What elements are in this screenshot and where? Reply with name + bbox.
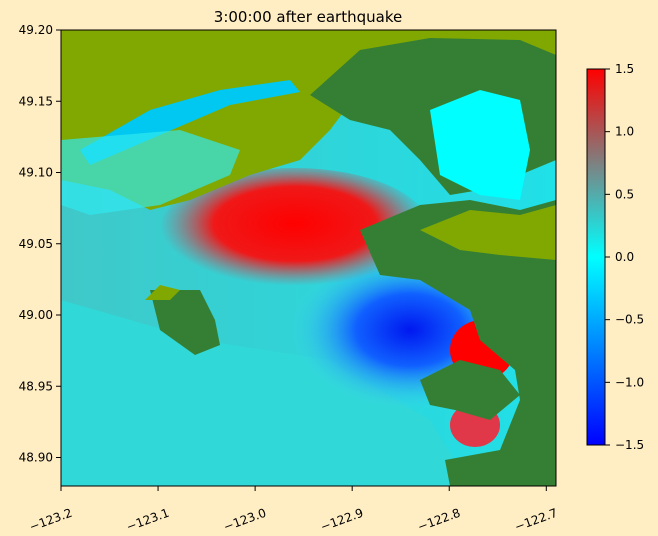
axes-frame [60, 29, 557, 487]
point-roberts-coast [145, 285, 180, 300]
point-roberts [150, 290, 220, 355]
colorbar-tick-label: 1.0 [615, 125, 634, 139]
bay-inlet [430, 90, 530, 200]
x-tick-label: −122.8 [416, 506, 463, 534]
y-tick-label: 48.95 [19, 379, 53, 393]
colorbar-tick-label: −1.5 [615, 438, 644, 452]
x-tick-label: −122.7 [513, 506, 560, 534]
colorbar-ticks: 1.5 1.0 0.5 0.0 −0.5 −1.0 −1.5 [605, 62, 644, 452]
chart-title: 3:00:00 after earthquake [214, 8, 402, 26]
positive-wave-main [160, 168, 430, 292]
y-tick-label: 49.15 [19, 94, 53, 108]
y-tick-label: 48.90 [19, 451, 53, 465]
y-tick-label: 49.20 [19, 23, 53, 37]
x-tick-label: −123.0 [222, 506, 269, 534]
south-water [61, 300, 470, 486]
x-tick-label: −123.2 [27, 506, 74, 534]
plot-area [61, 30, 556, 486]
colorbar-tick-label: 0.0 [615, 250, 634, 264]
colorbar-tick-label: 0.5 [615, 187, 634, 201]
x-axis: −123.2 −123.1 −123.0 −122.9 −122.8 −122.7 [27, 486, 559, 534]
colorbar: 1.5 1.0 0.5 0.0 −0.5 −1.0 −1.5 [586, 62, 644, 452]
x-tick-label: −122.9 [319, 506, 366, 534]
y-tick-label: 49.05 [19, 237, 53, 251]
tidal-flats [61, 130, 240, 215]
y-axis: 49.20 49.15 49.10 49.05 49.00 48.95 48.90 [19, 23, 61, 465]
colorbar-tick-label: −0.5 [615, 313, 644, 327]
peninsula-south [420, 360, 520, 420]
colorbar-tick-label: −1.0 [615, 375, 644, 389]
colorbar-tick-label: 1.5 [615, 62, 634, 76]
y-tick-label: 49.00 [19, 308, 53, 322]
x-tick-label: −123.1 [125, 506, 172, 534]
upland-east [360, 200, 556, 486]
lowland-east [420, 205, 556, 260]
y-tick-label: 49.10 [19, 166, 53, 180]
colorbar-gradient [586, 68, 606, 446]
